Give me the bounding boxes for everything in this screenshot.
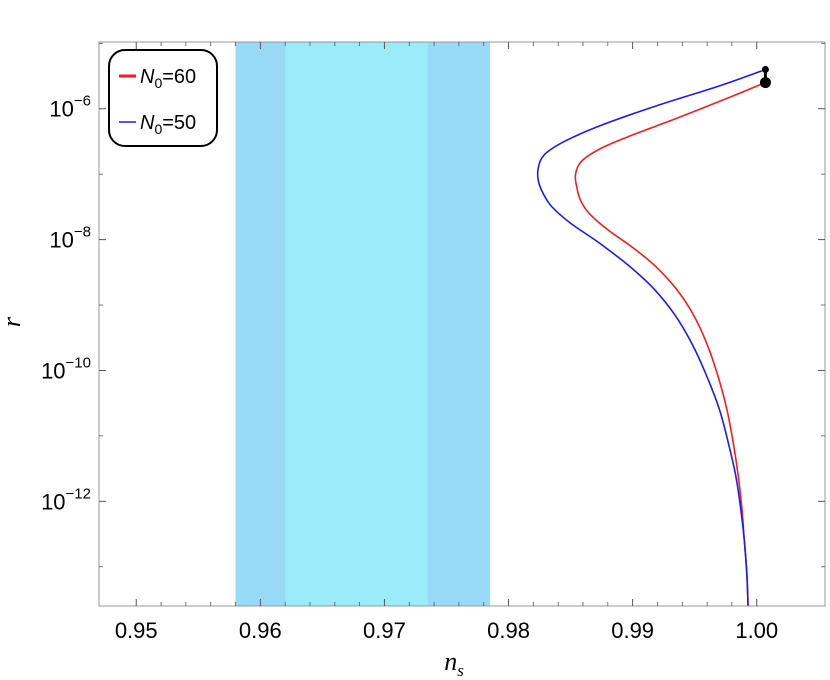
series-line-n0-50	[536, 68, 766, 607]
x-tick-label: 0.95	[115, 618, 158, 643]
x-axis-title: ns	[444, 647, 464, 680]
series-line-n0-60	[574, 81, 766, 607]
y-tick-label: 10−8	[49, 224, 91, 253]
endpoint-markers	[759, 65, 771, 89]
legend-label-60: N0=60	[140, 66, 196, 91]
plot-frame	[98, 41, 826, 607]
y-tick-label: 10−6	[49, 93, 91, 122]
endpoint-marker-1	[761, 65, 769, 73]
x-tick-label: 1.00	[735, 618, 778, 643]
x-tick-label: 0.97	[363, 618, 406, 643]
curves	[536, 68, 766, 607]
observation-bands	[235, 42, 490, 606]
x-tick-label: 0.96	[239, 618, 282, 643]
legend-label-50: N0=50	[140, 112, 196, 137]
endpoint-marker-2	[759, 77, 771, 89]
y-tick-label: 10−10	[41, 354, 91, 383]
x-tick-label: 0.98	[487, 618, 530, 643]
confidence-band-2	[285, 42, 428, 606]
legend: N0=60 N0=50	[108, 49, 218, 147]
y-tick-label: 10−12	[41, 485, 91, 514]
ticks: 0.95 0.96 0.97 0.98 0.99 1.00 10−6 10−8 10−10 10−…	[41, 42, 825, 643]
y-axis-title: r	[0, 316, 26, 327]
x-tick-label: 0.99	[611, 618, 654, 643]
